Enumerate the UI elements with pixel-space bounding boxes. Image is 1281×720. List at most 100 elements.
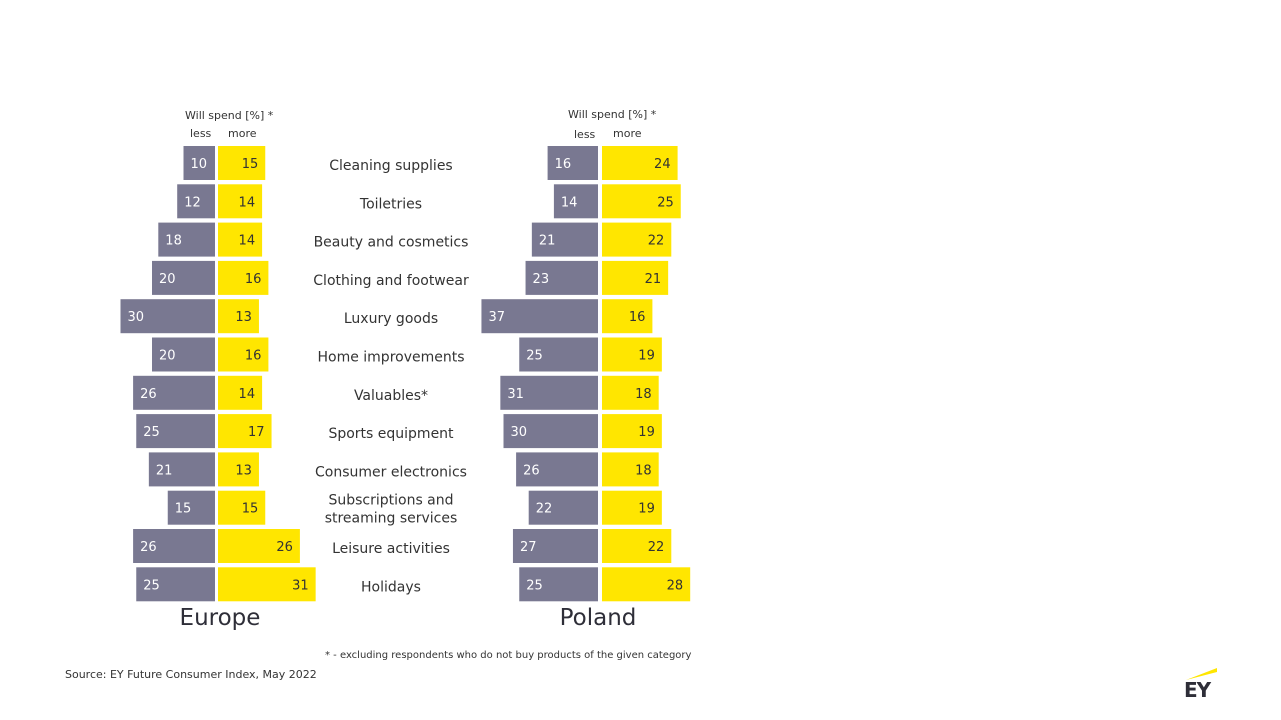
bar-europe-more-4 [218,299,259,334]
bar-poland-less-10 [512,529,598,563]
bar-europe-more-6 [218,375,263,410]
label-poland-more-9: 19 [638,502,655,517]
bar-poland-more-9 [602,490,662,525]
label-poland-more-10: 22 [648,540,665,555]
label-europe-more-1: 14 [239,195,256,210]
category-label-7: Sports equipment [328,426,454,442]
label-europe-more-4: 13 [235,310,252,325]
label-poland-more-5: 19 [638,349,655,364]
label-europe-more-5: 16 [245,349,262,364]
category-label-1: Toiletries [359,196,422,212]
category-label-2: Beauty and cosmetics [314,235,469,251]
bar-poland-more-3 [602,260,669,295]
label-europe-more-0: 15 [242,157,259,172]
bar-europe-more-3 [218,260,269,295]
label-europe-more-11: 31 [292,578,309,593]
label-poland-more-3: 21 [645,272,662,287]
bar-poland-less-5 [519,337,598,372]
bar-europe-less-11 [136,567,215,602]
bar-poland-more-8 [602,452,659,487]
bar-europe-less-9 [167,490,215,525]
label-poland-more-4: 16 [629,310,646,325]
label-poland-more-8: 18 [635,463,652,478]
region-label-poland: Poland [559,605,637,631]
bar-europe-less-6 [133,375,215,410]
label-europe-more-7: 17 [248,425,265,440]
poland-more-header: more [613,127,642,140]
bar-poland-less-2 [531,222,598,257]
bar-europe-less-1 [177,184,215,219]
label-europe-more-6: 14 [239,387,256,402]
bar-poland-less-4 [481,299,598,334]
bar-europe-more-8 [218,452,259,487]
bar-poland-more-1 [602,184,681,219]
label-europe-more-3: 16 [245,272,262,287]
ey-logo-text: EY [1184,678,1211,702]
category-label-6: Valuables* [354,388,428,404]
europe-less-header: less [190,127,212,140]
ey-beam-icon [1186,668,1217,680]
poland-will-spend-header: Will spend [%] * [568,108,657,121]
bar-poland-more-7 [602,414,662,449]
label-europe-less-6: 26 [140,387,157,402]
label-poland-less-0: 16 [555,157,572,172]
label-europe-less-11: 25 [143,578,160,593]
label-poland-less-9: 22 [536,502,553,517]
bar-poland-more-10 [602,529,672,563]
bar-poland-more-5 [602,337,662,372]
bar-europe-more-9 [218,490,266,525]
ey-logo-icon: EY [1184,666,1220,702]
bar-europe-less-7 [136,414,215,449]
label-europe-less-7: 25 [143,425,160,440]
bar-europe-more-10 [218,529,300,563]
label-poland-more-11: 28 [667,578,684,593]
label-poland-more-2: 22 [648,234,665,249]
label-poland-less-11: 25 [526,578,543,593]
label-poland-more-0: 24 [654,157,671,172]
category-label-11: Holidays [361,579,421,595]
label-poland-less-1: 14 [561,195,578,210]
label-europe-less-1: 12 [184,195,201,210]
label-europe-less-10: 26 [140,540,157,555]
bar-europe-less-0 [183,146,215,180]
category-label-9: Subscriptions and streaming services [325,493,458,527]
bar-poland-less-9 [528,490,598,525]
label-europe-less-3: 20 [159,272,176,287]
bar-poland-less-1 [553,184,598,219]
label-poland-less-4: 37 [488,310,505,325]
label-europe-less-0: 10 [191,157,208,172]
footnote: * - excluding respondents who do not buy… [325,650,692,661]
category-label-0: Cleaning supplies [329,158,452,174]
label-poland-less-8: 26 [523,463,540,478]
label-europe-more-10: 26 [276,540,293,555]
bar-poland-more-4 [602,299,653,334]
bar-poland-less-6 [500,375,598,410]
bar-europe-more-7 [218,414,272,449]
category-label-10: Leisure activities [332,541,450,557]
bar-europe-less-3 [152,260,215,295]
europe-more-header: more [228,127,257,140]
label-europe-more-9: 15 [242,502,259,517]
bar-poland-more-0 [602,146,678,180]
bar-europe-less-2 [158,222,215,257]
bar-poland-less-11 [519,567,598,602]
category-label-3: Clothing and footwear [313,273,469,289]
label-poland-more-1: 25 [657,195,674,210]
bar-poland-less-0 [547,146,598,180]
label-europe-less-9: 15 [175,502,192,517]
bar-poland-less-7 [503,414,598,449]
label-poland-less-6: 31 [507,387,524,402]
bar-europe-less-8 [148,452,215,487]
bar-poland-less-8 [516,452,598,487]
category-label-4: Luxury goods [344,311,438,327]
bar-europe-less-10 [133,529,215,563]
source-note: Source: EY Future Consumer Index, May 20… [65,668,317,681]
label-europe-less-8: 21 [156,463,173,478]
label-poland-more-6: 18 [635,387,652,402]
bar-poland-less-3 [525,260,598,295]
label-poland-more-7: 19 [638,425,655,440]
bar-europe-less-4 [120,299,215,334]
bar-europe-more-11 [218,567,316,602]
bar-europe-less-5 [152,337,215,372]
region-label-europe: Europe [179,605,261,631]
